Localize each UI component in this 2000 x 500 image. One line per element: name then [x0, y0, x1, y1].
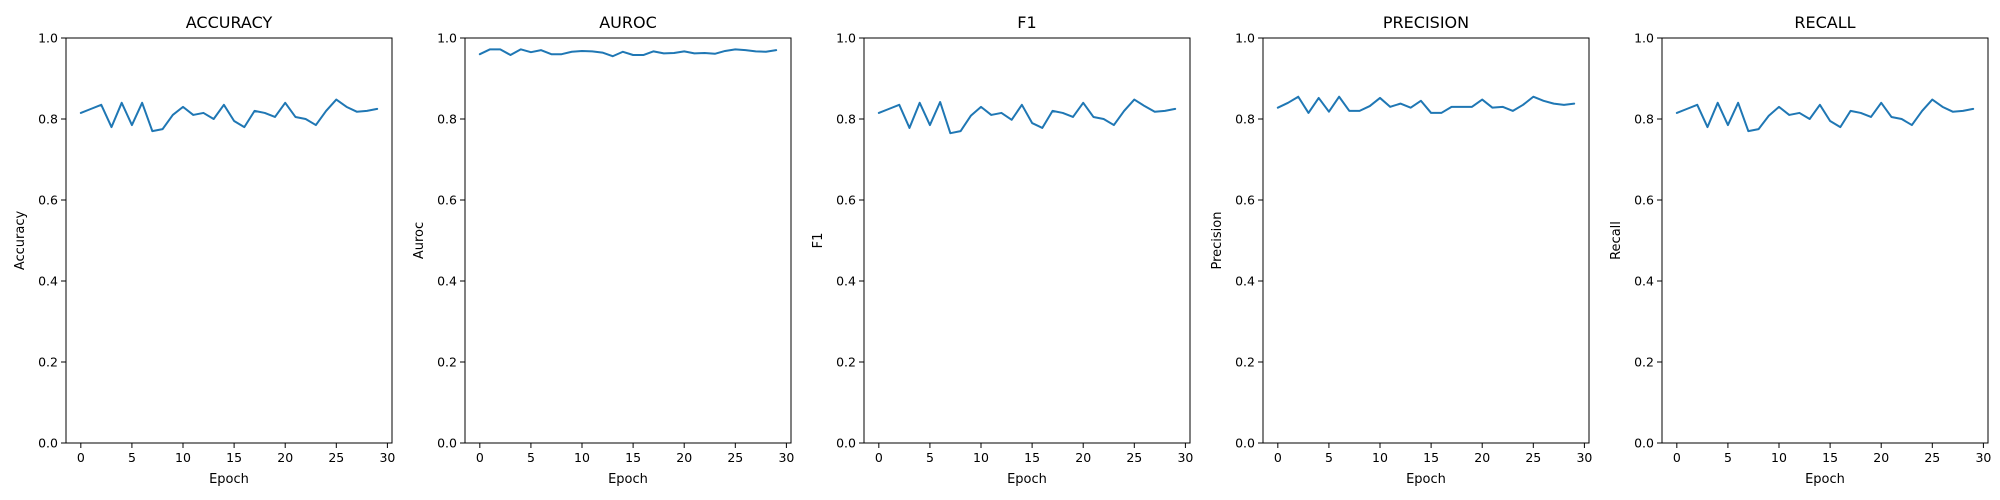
x-tick-label: 20 — [277, 450, 293, 465]
x-tick-label: 5 — [1325, 450, 1333, 465]
y-axis-label: Accuracy — [13, 211, 28, 271]
y-tick-label: 0.6 — [38, 193, 58, 208]
x-tick-label: 0 — [875, 450, 883, 465]
y-tick-label: 0.8 — [1634, 112, 1654, 127]
x-tick-label: 10 — [574, 450, 590, 465]
x-tick-label: 25 — [1126, 450, 1142, 465]
x-tick-label: 30 — [1177, 450, 1193, 465]
y-axis-label: Precision — [1210, 211, 1225, 269]
x-tick-label: 5 — [926, 450, 934, 465]
y-axis-label: Auroc — [412, 222, 427, 259]
chart-title: AUROC — [599, 13, 657, 32]
x-axis-label: Epoch — [1007, 472, 1047, 487]
chart-panel-precision: PRECISION 0 5 10 15 20 25 30 0.0 0.2 0.4 0.6 0.8 1.0 E… — [1210, 13, 1592, 487]
series-line-f1 — [877, 98, 1177, 135]
y-tick-label: 0.4 — [38, 274, 58, 289]
x-tick-label: 5 — [527, 450, 535, 465]
y-tick-label: 0.6 — [1235, 193, 1255, 208]
y-tick-label: 0.6 — [437, 193, 457, 208]
y-tick-label: 0.4 — [1634, 274, 1654, 289]
series-line-accuracy — [79, 98, 379, 133]
axes-frame — [65, 37, 393, 444]
x-tick-label: 15 — [1024, 450, 1040, 465]
y-tick-label: 1.0 — [38, 31, 58, 46]
x-tick-label: 15 — [1822, 450, 1838, 465]
x-tick-label: 20 — [1474, 450, 1490, 465]
x-tick-label: 15 — [226, 450, 242, 465]
chart-panel-f1: F1 0 5 10 15 20 25 30 0.0 0.2 0.4 0.6 0.8 1.0 Epoch F1 — [811, 13, 1193, 487]
y-tick-label: 0.6 — [1634, 193, 1654, 208]
x-tick-label: 15 — [1423, 450, 1439, 465]
x-axis-label: Epoch — [209, 472, 249, 487]
x-tick-label: 20 — [1873, 450, 1889, 465]
y-axis-label: F1 — [811, 233, 826, 249]
y-tick-label: 0.0 — [836, 436, 856, 451]
chart-panel-auroc: AUROC 0 5 10 15 20 25 30 0.0 0.2 0.4 0.6 0.8 1.0 Epoch… — [412, 13, 794, 487]
chart-title: F1 — [1017, 13, 1036, 32]
x-tick-label: 25 — [1525, 450, 1541, 465]
x-tick-label: 5 — [128, 450, 136, 465]
x-tick-label: 20 — [1075, 450, 1091, 465]
x-tick-label: 0 — [1673, 450, 1681, 465]
y-tick-label: 0.2 — [836, 355, 856, 370]
y-tick-label: 0.4 — [836, 274, 856, 289]
x-tick-label: 30 — [1576, 450, 1592, 465]
y-tick-label: 0.2 — [1634, 355, 1654, 370]
y-tick-label: 0.4 — [1235, 274, 1255, 289]
x-axis-label: Epoch — [1406, 472, 1446, 487]
y-tick-label: 0.0 — [1235, 436, 1255, 451]
x-tick-label: 0 — [1274, 450, 1282, 465]
x-tick-label: 25 — [328, 450, 344, 465]
x-tick-label: 10 — [1372, 450, 1388, 465]
chart-title: RECALL — [1794, 13, 1855, 32]
axes-frame — [863, 37, 1191, 444]
y-tick-label: 0.2 — [1235, 355, 1255, 370]
x-tick-label: 15 — [625, 450, 641, 465]
y-tick-label: 0.2 — [38, 355, 58, 370]
y-tick-label: 1.0 — [1235, 31, 1255, 46]
axes-frame — [1661, 37, 1989, 444]
axes-frame — [1262, 37, 1590, 444]
series-line-precision — [1276, 95, 1576, 114]
x-tick-label: 30 — [778, 450, 794, 465]
chart-panel-recall: RECALL 0 5 10 15 20 25 30 0.0 0.2 0.4 0.6 0.8 1.0 Epoc… — [1609, 13, 1991, 487]
x-tick-label: 10 — [973, 450, 989, 465]
series-line-auroc — [478, 48, 778, 58]
y-axis-label: Recall — [1609, 221, 1624, 260]
y-tick-label: 0.8 — [836, 112, 856, 127]
x-tick-label: 30 — [1975, 450, 1991, 465]
x-axis-label: Epoch — [1805, 472, 1845, 487]
y-tick-label: 0.6 — [836, 193, 856, 208]
chart-title: PRECISION — [1383, 13, 1469, 32]
axes-frame — [464, 37, 792, 444]
y-tick-label: 1.0 — [1634, 31, 1654, 46]
x-tick-label: 30 — [379, 450, 395, 465]
y-tick-label: 0.8 — [1235, 112, 1255, 127]
y-tick-label: 0.8 — [38, 112, 58, 127]
chart-panel-accuracy: ACCURACY 0 5 10 15 20 25 30 0.0 0.2 0.4 0.6 0.8 1.0 Ep… — [13, 13, 395, 487]
chart-title: ACCURACY — [186, 13, 273, 32]
x-axis-label: Epoch — [608, 472, 648, 487]
y-tick-label: 0.0 — [38, 436, 58, 451]
x-tick-label: 20 — [676, 450, 692, 465]
x-tick-label: 0 — [77, 450, 85, 465]
series-line-recall — [1675, 98, 1975, 133]
x-tick-label: 0 — [476, 450, 484, 465]
y-tick-label: 0.0 — [1634, 436, 1654, 451]
x-tick-label: 10 — [1771, 450, 1787, 465]
x-tick-label: 25 — [727, 450, 743, 465]
y-tick-label: 0.8 — [437, 112, 457, 127]
y-tick-label: 1.0 — [437, 31, 457, 46]
y-tick-label: 0.0 — [437, 436, 457, 451]
y-tick-label: 0.4 — [437, 274, 457, 289]
x-tick-label: 25 — [1924, 450, 1940, 465]
y-tick-label: 0.2 — [437, 355, 457, 370]
y-tick-label: 1.0 — [836, 31, 856, 46]
x-tick-label: 10 — [175, 450, 191, 465]
x-tick-label: 5 — [1724, 450, 1732, 465]
